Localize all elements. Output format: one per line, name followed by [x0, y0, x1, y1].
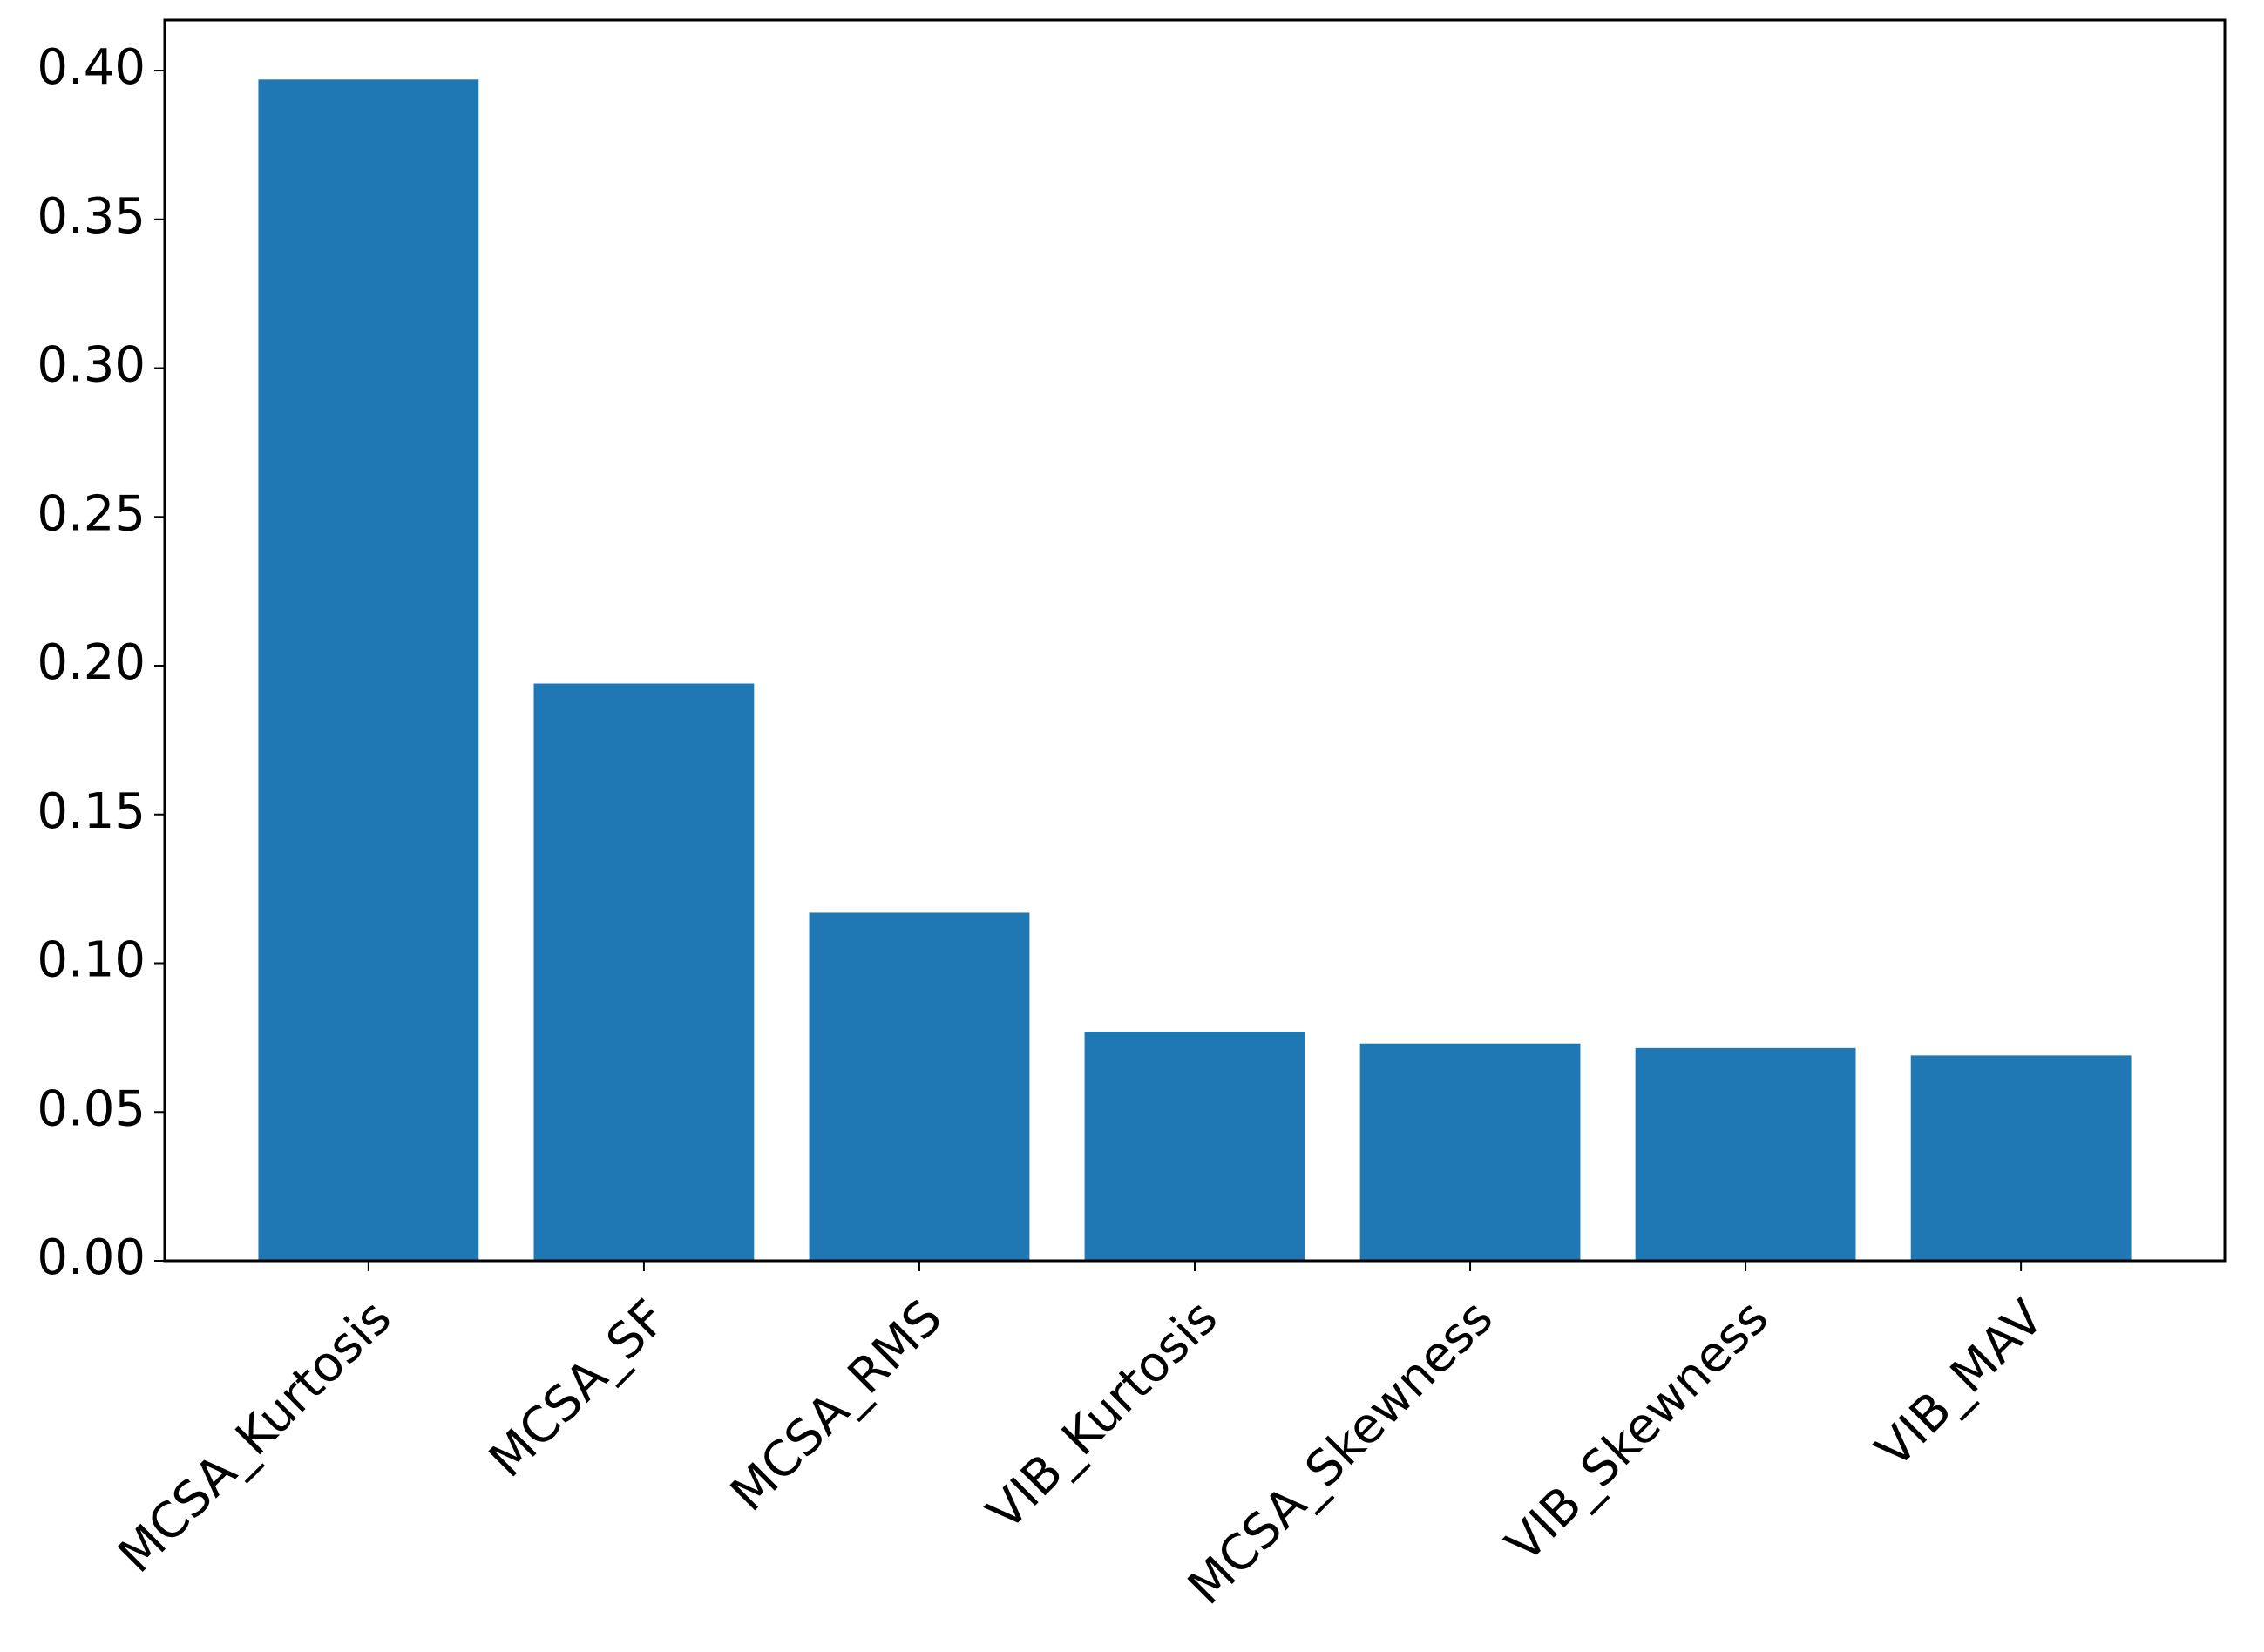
x-tick-label: VIB_Kurtosis [977, 1290, 1229, 1541]
y-tick-label: 0.20 [37, 634, 146, 691]
bar [1084, 1032, 1305, 1261]
x-tick-label: MCSA_Skewness [1177, 1290, 1504, 1616]
bar [258, 79, 479, 1261]
y-tick-label: 0.10 [37, 932, 146, 989]
plot-frame [163, 18, 2227, 1263]
x-tick-label: MCSA_Kurtosis [108, 1290, 403, 1584]
y-tick-label: 0.15 [37, 783, 146, 840]
x-tick-label: VIB_MAV [1865, 1290, 2055, 1479]
y-tick-label: 0.25 [37, 485, 146, 542]
bar [1359, 1043, 1581, 1261]
bar [809, 912, 1030, 1261]
x-tick-label: MCSA_RMS [720, 1290, 952, 1522]
y-tick-label: 0.35 [37, 188, 146, 245]
y-tick-label: 0.40 [37, 39, 146, 96]
y-tick-label: 0.30 [37, 337, 146, 394]
y-tick-label: 0.00 [37, 1229, 146, 1286]
x-tick-label: VIB_Skewness [1495, 1290, 1779, 1574]
bar [533, 683, 755, 1261]
y-tick-label: 0.05 [37, 1080, 146, 1137]
bar [1910, 1055, 2132, 1261]
bar [1635, 1047, 1856, 1261]
x-tick-label: MCSA_SF [478, 1290, 677, 1488]
